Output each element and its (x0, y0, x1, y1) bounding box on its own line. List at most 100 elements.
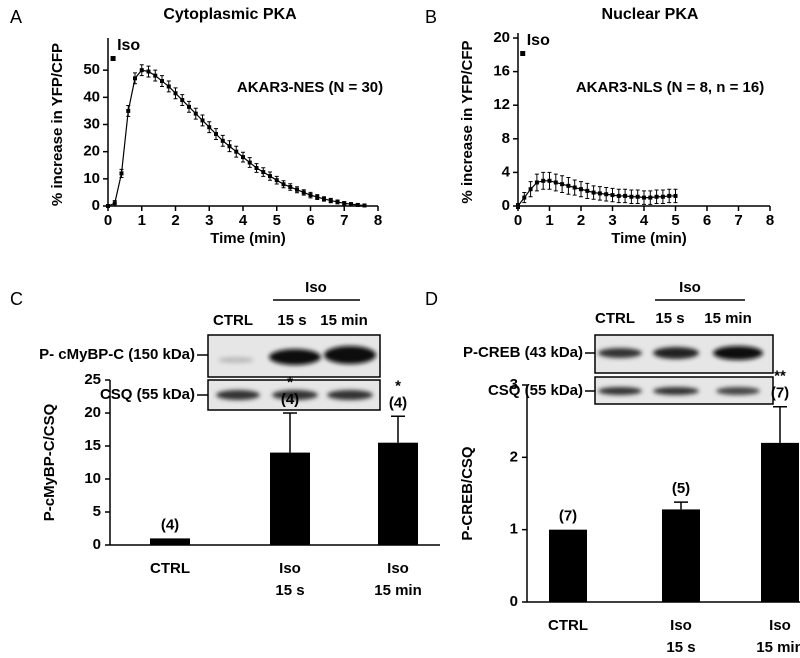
value-label: (7) (771, 385, 789, 402)
error-bar (283, 412, 297, 453)
data-point (166, 84, 171, 89)
data-point (112, 201, 117, 206)
x-tick-label: 0 (104, 212, 112, 229)
data-point (153, 73, 158, 78)
panel-letter: B (425, 7, 437, 27)
x-tick-label: 2 (577, 212, 585, 229)
x-tick-label: 5 (273, 212, 281, 229)
blot-band (653, 387, 699, 395)
data-point (355, 202, 360, 207)
data-point (268, 174, 272, 179)
value-label: (4) (161, 516, 179, 533)
blot-c: Iso CTRL 15 s 15 min P- cMyBP-C (150 kDa… (39, 279, 381, 411)
data-point (220, 138, 225, 143)
blot-band (272, 390, 318, 400)
y-tick-label: 10 (83, 170, 100, 187)
x-tick-label: 7 (734, 212, 742, 229)
data-point (572, 185, 577, 190)
data-point (654, 194, 659, 199)
x-tick-label: 0 (514, 212, 522, 229)
data-point (308, 193, 313, 198)
y-tick-label: 8 (502, 130, 510, 147)
bar (270, 452, 310, 545)
bar (761, 442, 799, 602)
x-tick-label: 4 (239, 212, 248, 229)
x-tick-label: 15 min (374, 582, 422, 599)
data-point (553, 180, 558, 185)
y-tick-label: 2 (510, 448, 518, 465)
x-tick-label: 8 (374, 212, 382, 229)
data-point (616, 193, 621, 198)
blot-d: Iso CTRL 15 s 15 min P-CREB (43 kDa) CSQ… (463, 279, 774, 405)
x-tick-label: Iso (279, 560, 301, 577)
error-bar (674, 501, 688, 510)
data-point (160, 79, 164, 84)
blot-lane: CTRL (213, 312, 253, 329)
x-tick-label: CTRL (150, 560, 190, 577)
data-point (597, 191, 602, 196)
blot-band (598, 387, 642, 395)
significance: * (287, 374, 293, 391)
error-bar (773, 405, 787, 443)
data-point (585, 188, 590, 193)
data-point (604, 192, 609, 197)
blot-row: CSQ (55 kDa) (488, 382, 583, 399)
data-point (642, 195, 646, 200)
data-point (635, 194, 640, 199)
data-point (528, 187, 533, 192)
data-point (119, 171, 124, 176)
data-point (234, 149, 239, 154)
blot-band (598, 348, 642, 358)
data-point (180, 98, 185, 103)
data-point (241, 155, 245, 160)
y-tick-label: 20 (83, 143, 100, 160)
data-point (579, 187, 583, 192)
data-point (547, 178, 552, 183)
x-tick-label: 8 (766, 212, 774, 229)
blot-band (269, 349, 321, 365)
panel-letter: D (425, 289, 438, 309)
blot-band (218, 357, 254, 363)
blot-band (324, 346, 376, 364)
data-point (629, 194, 634, 199)
blot-row: P- cMyBP-C (150 kDa) (39, 346, 195, 363)
data-point (328, 198, 333, 203)
y-tick-label: 16 (493, 63, 510, 80)
y-tick-label: 1 (510, 521, 518, 538)
blot-band (716, 387, 760, 395)
data-point (667, 193, 672, 198)
annotation: AKAR3-NLS (N = 8, n = 16) (576, 79, 764, 96)
x-tick-label: 15 min (756, 639, 800, 656)
panel-letter: C (10, 289, 23, 309)
y-tick-label: 50 (83, 61, 100, 78)
blot-lane: CTRL (595, 310, 635, 327)
data-point (301, 190, 306, 195)
bar (150, 538, 190, 545)
data-point (623, 193, 628, 198)
data-point (281, 182, 286, 187)
data-point (173, 91, 178, 96)
y-tick-label: 3 (510, 376, 518, 393)
blot-band (713, 346, 763, 360)
iso-marker (520, 51, 526, 56)
data-point (566, 183, 571, 188)
value-label: (7) (559, 508, 577, 525)
data-point (362, 203, 367, 208)
y-tick-label: 0 (93, 536, 101, 553)
bar (662, 509, 700, 602)
blot-band (216, 390, 260, 400)
data-point (187, 104, 191, 109)
x-axis-label: Time (min) (210, 230, 286, 247)
y-tick-label: 0 (502, 197, 510, 214)
x-tick-label: 1 (138, 212, 146, 229)
x-tick-label: 15 s (666, 639, 695, 656)
x-tick-label: Iso (387, 560, 409, 577)
data-point (254, 165, 259, 170)
y-tick-label: 15 (84, 437, 101, 454)
y-tick-label: 12 (493, 96, 510, 113)
data-point (516, 204, 520, 208)
y-axis-label: P-CREB/CSQ (459, 446, 476, 541)
iso-label: Iso (527, 32, 550, 49)
blot-lane: 15 s (655, 310, 684, 327)
data-point (247, 160, 252, 165)
